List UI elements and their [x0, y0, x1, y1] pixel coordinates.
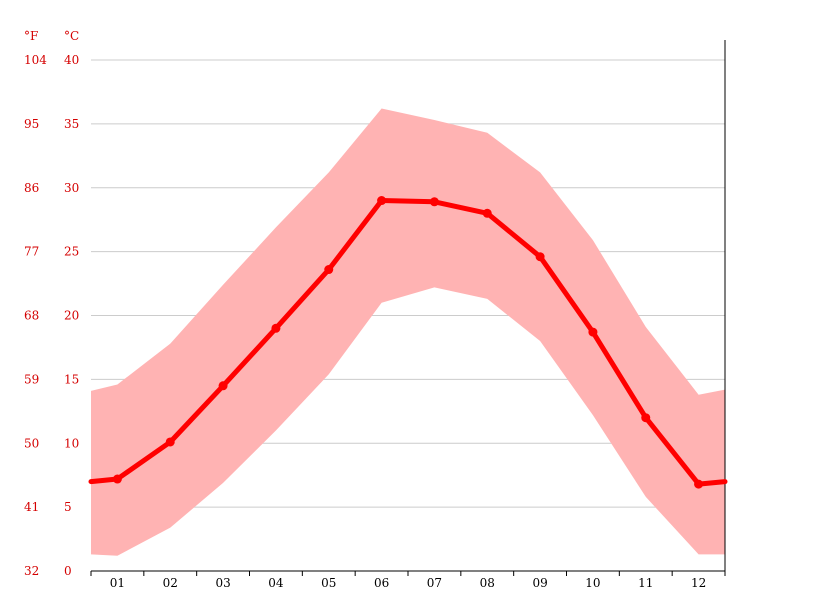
x-tick-01: 01 — [110, 576, 125, 590]
y-tick-c-30: 30 — [64, 181, 79, 195]
x-tick-09: 09 — [532, 576, 547, 590]
y-tick-c-25: 25 — [64, 245, 79, 259]
fahrenheit-unit-label: °F — [24, 29, 38, 43]
mean-point-04 — [271, 323, 281, 333]
mean-point-10 — [588, 327, 598, 337]
y-tick-c-40: 40 — [64, 53, 79, 67]
x-tick-11: 11 — [638, 576, 653, 590]
x-tick-03: 03 — [215, 576, 230, 590]
celsius-unit-label: °C — [64, 29, 79, 43]
axis-labels: °F °C 0 32 5 41 10 50 15 59 20 68 25 77 30 86 35 95 40 10… — [24, 29, 706, 590]
x-tick-02: 02 — [163, 576, 178, 590]
mean-line-path — [88, 198, 728, 487]
y-tick-f-77: 77 — [24, 245, 39, 259]
y-tick-c-5: 5 — [64, 500, 72, 514]
mean-point-06 — [377, 196, 387, 206]
y-tick-f-41: 41 — [24, 500, 39, 514]
temperature-range-band — [91, 108, 725, 556]
mean-point-11 — [641, 413, 651, 423]
x-tick-04: 04 — [268, 576, 284, 590]
y-tick-c-15: 15 — [64, 372, 79, 386]
y-tick-f-68: 68 — [24, 309, 39, 323]
mean-point-09 — [535, 252, 545, 262]
mean-point-03 — [218, 381, 228, 391]
mean-point-12 — [694, 479, 704, 489]
mean-point-01 — [112, 474, 122, 484]
x-tick-08: 08 — [480, 576, 495, 590]
y-tick-c-0: 0 — [64, 564, 72, 578]
x-tick-12: 12 — [691, 576, 706, 590]
y-tick-f-50: 50 — [24, 436, 39, 450]
min-max-range-band — [91, 108, 725, 556]
y-tick-f-104: 104 — [24, 53, 47, 67]
mean-temperature-line — [88, 196, 728, 489]
x-tick-07: 07 — [427, 576, 442, 590]
y-tick-f-86: 86 — [24, 181, 39, 195]
y-tick-c-10: 10 — [64, 436, 79, 450]
mean-point-07 — [429, 197, 439, 207]
y-tick-f-32: 32 — [24, 564, 39, 578]
y-tick-c-35: 35 — [64, 117, 79, 131]
mean-point-02 — [165, 437, 175, 447]
y-tick-c-20: 20 — [64, 309, 79, 323]
y-tick-f-95: 95 — [24, 117, 39, 131]
x-tick-06: 06 — [374, 576, 389, 590]
mean-point-08 — [482, 208, 492, 218]
x-tick-10: 10 — [585, 576, 600, 590]
x-tick-05: 05 — [321, 576, 336, 590]
mean-point-05 — [324, 265, 334, 275]
y-tick-f-59: 59 — [24, 372, 39, 386]
